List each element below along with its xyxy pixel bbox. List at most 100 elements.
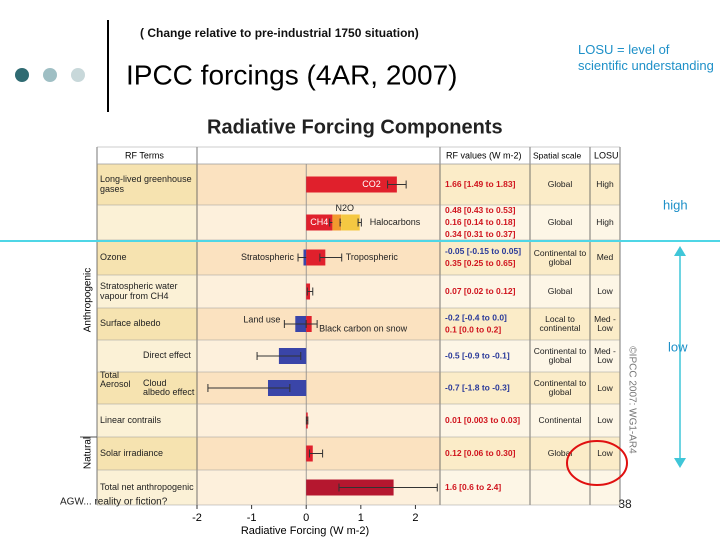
row-label-box: Long-lived greenhouse gases [100,174,192,193]
bar-name: Halocarbons [370,217,421,227]
column-header: Spatial scale [533,150,581,160]
label-band [97,437,197,470]
group-label: Anthropogenic [83,268,94,333]
spatial-scale-box: Local to continental [539,315,580,333]
spatial-scale-box: Global [547,179,573,190]
losu-box: High [596,218,613,227]
row-label: Cloud albedo effect [143,377,195,397]
subgroup-label-box: Total Aerosol [100,370,131,389]
label-band [97,308,197,340]
row-label-box: Solar irradiance [100,447,164,458]
value-label: 0.16 [0.14 to 0.18] [445,217,516,227]
label-band [97,205,197,240]
losu-note-box: LOSU = level of scientific understanding [578,42,714,73]
losu: Low [597,415,613,426]
row-label-box: Direct effect [143,350,191,361]
bar [306,249,326,266]
highlight-ellipse [566,440,628,486]
chart: RF Terms RF values (W m-2) Spatial scale LO… [80,146,621,537]
page-number: 38 [618,497,632,511]
value-label: 0.1 [0.0 to 0.2] [445,324,501,334]
row-label: Ozone [100,251,127,262]
slide-title: IPCC forcings (4AR, 2007) [126,59,457,90]
losu: Med - Low [594,314,616,333]
value-label: -0.2 [-0.4 to 0.0] [445,312,507,322]
bar [306,176,397,193]
x-tick-label: 1 [358,512,364,524]
spatial-scale: Global [547,286,573,297]
spatial-scale: Global [547,217,573,228]
column-header: RF Terms [125,150,164,160]
label-band [97,470,197,505]
x-tick-label: -1 [247,512,257,524]
value-label: 1.66 [1.49 to 1.83] [445,179,516,189]
column-header: RF values (W m-2) [446,150,522,160]
plot-band [197,308,440,340]
spatial-scale-box: Continental to global [533,247,587,267]
losu: Low [597,286,613,297]
value-label: 0.12 [0.06 to 0.30] [445,448,516,458]
row-label-box: Surface albedo [100,319,161,328]
high-label: high [663,197,688,212]
row-label-box: Linear contrails [100,415,161,424]
value-label: 0.48 [0.43 to 0.53] [445,205,516,215]
losu: Low [597,382,613,393]
bar-name: Stratospheric [241,252,295,262]
value-label: 0.35 [0.25 to 0.65] [445,258,516,268]
error-bar [256,352,302,360]
error-bar [305,320,318,328]
low-label: low [668,339,688,354]
row-label: Total net anthropogenic [100,481,194,492]
bar-name: CH4 [310,217,328,227]
error-bar [319,253,343,262]
credit: ©IPCC 2007: WG1-AR4 [626,346,637,454]
value-label: 1.6 [0.6 to 2.4] [445,482,501,492]
bar-name: Tropospheric [346,252,399,262]
spatial-scale: Global [547,179,573,190]
x-axis-label: Radiative Forcing (W m-2) [241,525,369,537]
plot-band [197,275,440,308]
row-label: Direct effect [143,350,191,361]
bullet-dot [43,68,57,82]
losu-box: Low [597,286,613,297]
bar-name: Land use [243,314,280,324]
losu-box: High [596,179,614,190]
error-bar [306,287,314,296]
plot-band [197,340,440,372]
losu: Low [597,448,613,459]
spatial-scale: Continental to global [533,346,587,365]
losu-box: Med - Low [594,314,616,333]
value-label: 0.07 [0.02 to 0.12] [445,286,516,296]
spatial-scale-box: Continental to global [534,379,586,397]
spatial-scale: Continental [538,415,582,426]
bullet-dot [15,68,29,82]
footer-text: AGW... reality or fiction? [60,497,168,508]
spatial-scale-box: Continental [538,415,582,426]
row-label-box: Ozone [100,251,127,262]
error-bar [207,384,291,392]
chart-title: Radiative Forcing Components [207,116,503,138]
row-label: Stratospheric water vapour from CH4 [100,281,178,301]
value-label: 0.01 [0.003 to 0.03] [445,415,520,425]
bar-name: CO2 [362,179,381,189]
spatial-scale-box: Global [547,217,573,228]
error-bar [308,449,324,458]
bar [332,214,342,231]
losu: Med [596,252,614,263]
x-tick-label: 2 [412,512,418,524]
label-band [97,340,197,372]
plot-band [197,404,440,437]
error-bar [338,483,438,492]
bullet-dot [71,68,85,82]
error-bar [305,416,309,425]
group-label: Natural [83,437,94,469]
bar-name: N2O [336,203,355,213]
losu: Med - Low [594,346,616,365]
losu: High [596,179,614,190]
bar-name: Black carbon on snow [319,323,408,333]
spatial-scale-box: Global [548,449,573,458]
spatial-scale: Continental to global [533,247,587,267]
row-label: Solar irradiance [100,447,164,458]
losu-box: Low [597,382,613,393]
